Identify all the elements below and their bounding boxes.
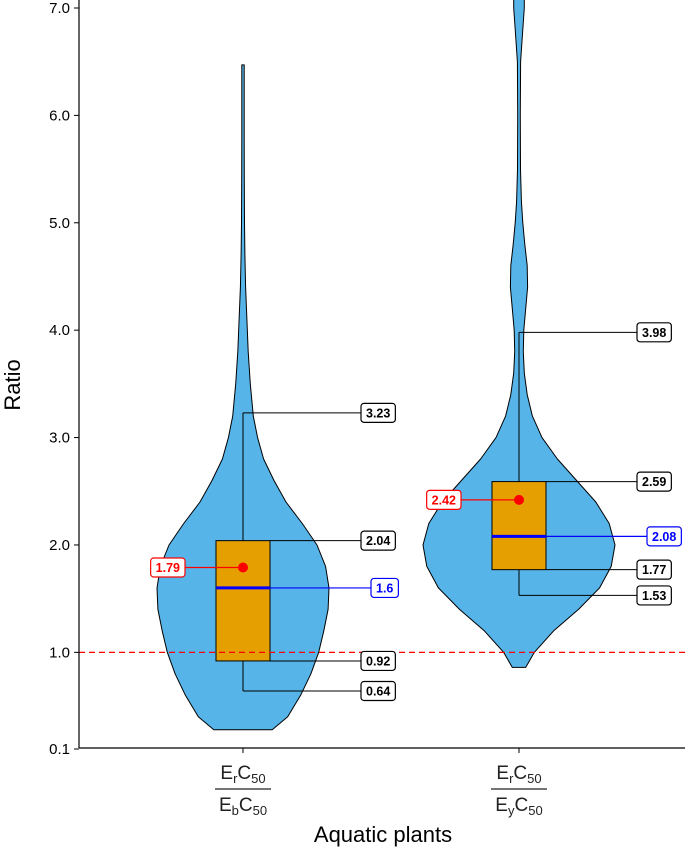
y-tick-label-0: 0.1: [49, 741, 70, 758]
group-1: [156, 64, 330, 731]
box-1: [215, 540, 271, 662]
median-label-1-text: 1.6: [376, 581, 393, 595]
value-label-1-2-text: 2.04: [366, 534, 390, 548]
value-label-2-4-box: [636, 585, 672, 606]
value-label-2-4-text: 1.53: [642, 589, 666, 603]
value-label-1-4-text: 0.64: [366, 685, 390, 699]
mean-label-2-text: 2.42: [432, 493, 456, 507]
box-2: [491, 481, 547, 571]
y-tick-label-3: 3.0: [49, 430, 70, 447]
group-2: [422, 0, 616, 668]
value-label-1-4-box: [360, 680, 396, 702]
mean-point-2: [514, 494, 524, 505]
y-tick-label-4: 4.0: [49, 322, 70, 339]
value-labels-layer: 3.23 2.04 0.92 0.64 1.6 1.79 3.98 2.59 1.77 1.53 2…: [150, 322, 682, 702]
value-label-1-1: 3.23: [360, 402, 396, 423]
mean-label-1: 1.79: [150, 557, 186, 578]
mean-label-1-text: 1.79: [156, 561, 180, 575]
plot-area: [156, 0, 616, 731]
x-axis-title: Aquatic plants: [314, 822, 452, 847]
category-label-1: ErC50 EbC50: [215, 763, 271, 818]
y-tick-label-5: 5.0: [49, 215, 70, 232]
value-label-2-3: 1.77: [636, 559, 672, 580]
value-label-2-2-box: [636, 471, 672, 492]
value-label-1-2: 2.04: [360, 530, 396, 551]
median-label-2-box: [646, 526, 682, 547]
category-denominator-2: EyC50: [495, 795, 542, 818]
value-label-2-1-text: 3.98: [642, 326, 666, 340]
mean-label-2: 2.42: [426, 489, 462, 510]
axes-layer: ErC50 EbC50 ErC50 EyC50 0.1 1.0 2.0 3.0 4.0 5.0 6.…: [49, 0, 685, 818]
y-tick-label-2: 2.0: [49, 537, 70, 554]
value-label-1-3-box: [360, 650, 396, 672]
value-label-2-4: 1.53: [636, 585, 672, 606]
y-tick-label-1: 1.0: [49, 644, 70, 661]
value-label-2-3-text: 1.77: [642, 563, 666, 577]
value-label-1-1-box: [360, 402, 396, 423]
value-label-2-2: 2.59: [636, 471, 672, 492]
value-label-2-3-box: [636, 559, 672, 580]
y-tick-label-6: 6.0: [49, 107, 70, 124]
y-tick-label-7: 7.0: [49, 0, 70, 17]
median-label-2: 2.08: [646, 526, 682, 547]
median-label-1: 1.6: [370, 577, 399, 599]
value-label-2-2-text: 2.59: [642, 475, 666, 489]
category-label-2: ErC50 EyC50: [491, 763, 547, 818]
mean-point-1: [238, 562, 248, 573]
value-label-2-1-box: [636, 322, 672, 343]
y-axis-title: Ratio: [0, 359, 25, 410]
value-label-1-4: 0.64: [360, 680, 396, 702]
category-numerator-2: ErC50: [496, 763, 541, 786]
value-label-1-3-text: 0.92: [366, 654, 390, 668]
median-label-2-text: 2.08: [652, 530, 676, 544]
category-numerator-1: ErC50: [220, 763, 265, 786]
value-label-2-1: 3.98: [636, 322, 672, 343]
value-label-1-3: 0.92: [360, 650, 396, 672]
median-label-1-box: [370, 577, 399, 599]
value-label-1-1-text: 3.23: [366, 406, 390, 420]
category-denominator-1: EbC50: [219, 795, 267, 818]
value-label-1-2-box: [360, 530, 396, 551]
